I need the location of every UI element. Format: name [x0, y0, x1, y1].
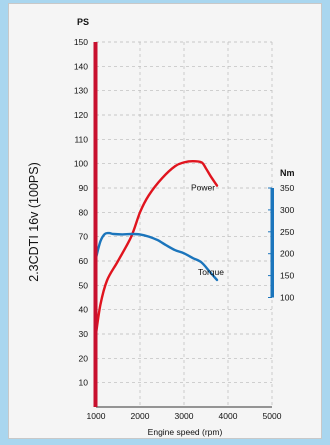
- right-axis-bar: [270, 188, 274, 298]
- left-tick-label: 90: [79, 183, 89, 193]
- left-tick-label: 80: [79, 207, 89, 217]
- x-tick-label: 3000: [175, 411, 194, 421]
- data-curves: [94, 160, 219, 336]
- torque-curve: [94, 231, 219, 282]
- left-tick-label: 10: [79, 378, 89, 388]
- left-tick-label: 140: [74, 61, 88, 71]
- left-tick-label: 150: [74, 37, 88, 47]
- left-axis-unit: PS: [77, 17, 89, 27]
- axes: [93, 42, 274, 408]
- axis-labels: 10 20 30 40 50 60 70 80 90 100 110 120 130 140 150 1000…: [74, 37, 295, 421]
- left-tick-label: 40: [79, 305, 89, 315]
- right-tick-label: 200: [280, 249, 294, 259]
- x-axis-title: Engine speed (rpm): [148, 427, 223, 437]
- left-tick-label: 60: [79, 256, 89, 266]
- chart-panel: 10 20 30 40 50 60 70 80 90 100 110 120 130 140 150 1000…: [8, 3, 322, 439]
- left-tick-label: 110: [74, 134, 88, 144]
- left-tick-label: 70: [79, 232, 89, 242]
- x-tick-label: 1000: [87, 411, 106, 421]
- left-tick-label: 30: [79, 329, 89, 339]
- torque-series-label: Torque: [198, 267, 224, 277]
- power-curve: [94, 160, 219, 336]
- right-axis-unit: Nm: [280, 168, 295, 178]
- left-tick-label: 130: [74, 86, 88, 96]
- right-tick-label: 250: [280, 227, 294, 237]
- x-tick-label: 5000: [263, 411, 282, 421]
- grid-lines: [96, 41, 273, 407]
- right-tick-label: 300: [280, 205, 294, 215]
- left-tick-label: 50: [79, 280, 89, 290]
- x-tick-label: 2000: [131, 411, 150, 421]
- right-tick-label: 350: [280, 183, 294, 193]
- left-tick-label: 20: [79, 353, 89, 363]
- left-axis-bar: [93, 42, 98, 407]
- x-tick-label: 4000: [219, 411, 238, 421]
- right-tick-label: 100: [280, 293, 294, 303]
- left-tick-label: 120: [74, 110, 88, 120]
- right-tick-label: 150: [280, 271, 294, 281]
- left-tick-label: 100: [74, 159, 88, 169]
- side-title: 2.3CDTI 16v (100PS): [27, 162, 41, 282]
- engine-performance-chart: 10 20 30 40 50 60 70 80 90 100 110 120 130 140 150 1000…: [27, 17, 295, 437]
- power-series-label: Power: [191, 183, 215, 193]
